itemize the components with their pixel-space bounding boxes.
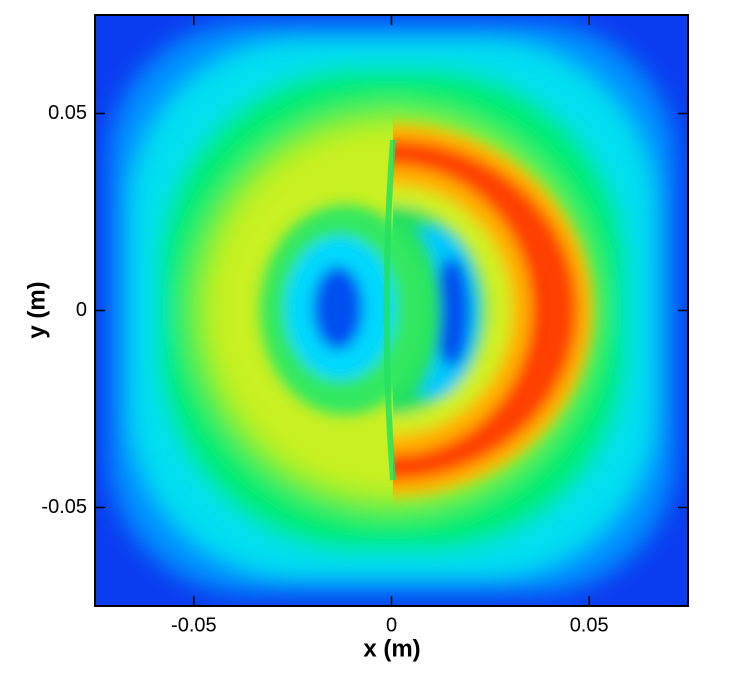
y-tick-label: 0.05 [48, 102, 87, 124]
x-tick-label: -0.05 [171, 614, 217, 636]
x-tick-label: 0.05 [570, 614, 609, 636]
x-axis-label: x (m) [363, 635, 420, 662]
y-tick-label: 0 [76, 299, 87, 321]
y-tick-label: -0.05 [41, 496, 87, 518]
y-axis-label: y (m) [23, 281, 50, 338]
contour-field [95, 15, 688, 606]
x-tick-label: 0 [386, 614, 397, 636]
